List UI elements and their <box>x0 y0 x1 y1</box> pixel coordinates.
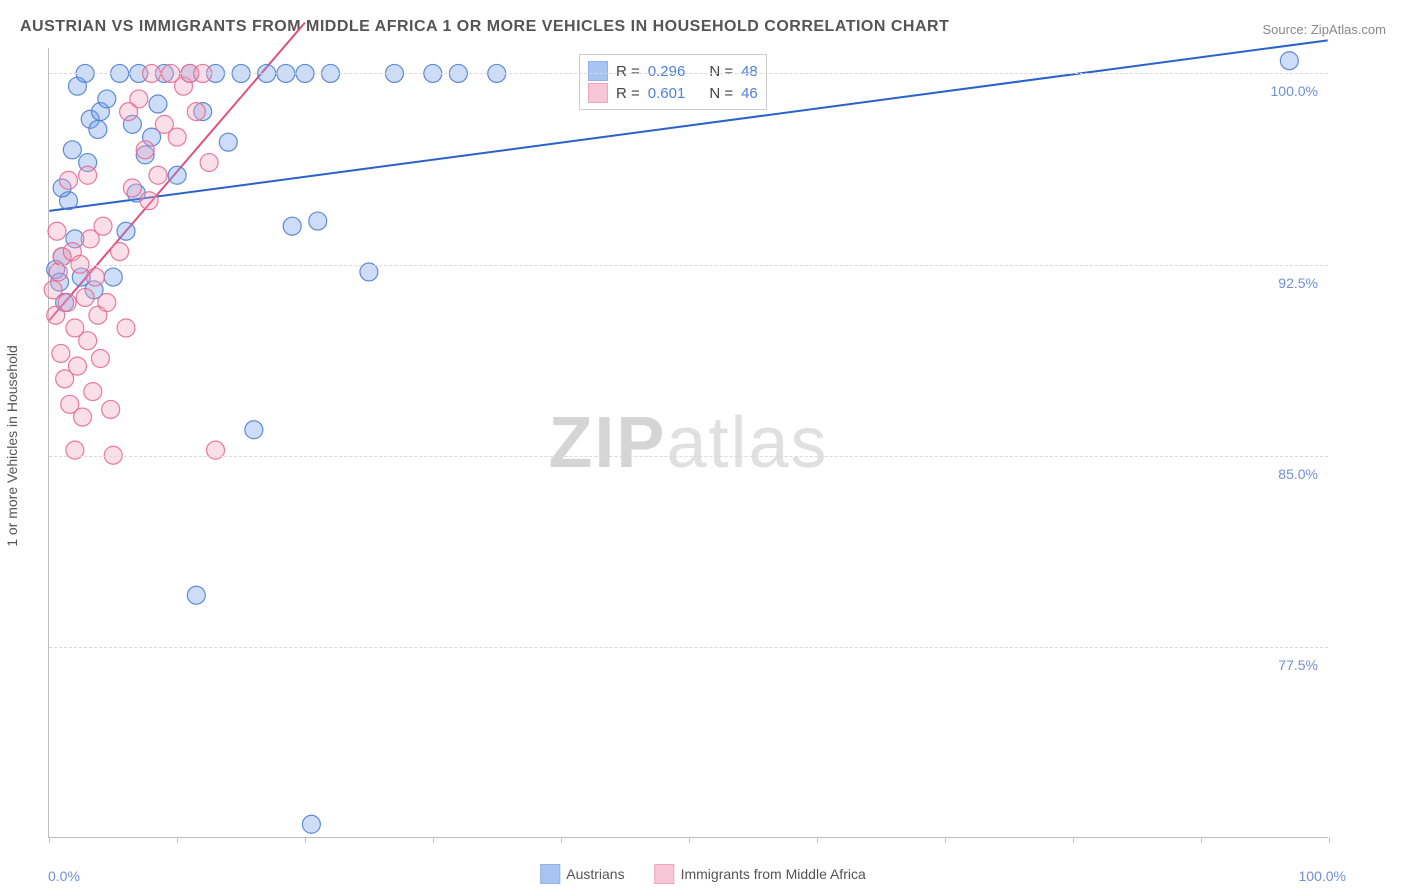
x-tick <box>1329 837 1330 843</box>
n-value: 46 <box>741 85 758 102</box>
swatch-icon <box>588 83 608 103</box>
bottom-legend: Austrians Immigrants from Middle Africa <box>540 864 866 884</box>
marker-austrians <box>89 120 107 138</box>
legend-item-middle-africa: Immigrants from Middle Africa <box>655 864 866 884</box>
marker-austrians <box>98 90 116 108</box>
marker-middle_africa <box>79 166 97 184</box>
x-tick <box>1073 837 1074 843</box>
marker-middle_africa <box>123 179 141 197</box>
marker-austrians <box>360 263 378 281</box>
x-tick <box>1201 837 1202 843</box>
chart-container: AUSTRIAN VS IMMIGRANTS FROM MIDDLE AFRIC… <box>0 0 1406 892</box>
marker-austrians <box>168 166 186 184</box>
marker-middle_africa <box>168 128 186 146</box>
legend-label-middle-africa: Immigrants from Middle Africa <box>681 866 866 882</box>
y-tick-label: 77.5% <box>1278 657 1318 673</box>
n-value: 48 <box>741 63 758 80</box>
marker-austrians <box>309 212 327 230</box>
swatch-austrians <box>540 864 560 884</box>
marker-middle_africa <box>117 319 135 337</box>
legend-item-austrians: Austrians <box>540 864 624 884</box>
y-axis-label: 1 or more Vehicles in Household <box>4 345 20 547</box>
marker-middle_africa <box>59 171 77 189</box>
y-tick-label: 100.0% <box>1271 83 1318 99</box>
marker-middle_africa <box>120 103 138 121</box>
legend-stats-box: R = 0.296 N = 48 R = 0.601 N = 46 <box>579 54 767 110</box>
marker-middle_africa <box>111 243 129 261</box>
source-link[interactable]: ZipAtlas.com <box>1311 22 1386 37</box>
gridline <box>49 647 1328 648</box>
x-axis-min-label: 0.0% <box>48 868 80 884</box>
n-label: N = <box>709 85 733 102</box>
marker-middle_africa <box>187 103 205 121</box>
marker-austrians <box>1280 52 1298 70</box>
swatch-middle-africa <box>655 864 675 884</box>
marker-austrians <box>219 133 237 151</box>
marker-austrians <box>104 268 122 286</box>
marker-austrians <box>149 95 167 113</box>
legend-stats-row: R = 0.296 N = 48 <box>588 61 758 81</box>
r-value: 0.296 <box>648 63 686 80</box>
marker-middle_africa <box>79 332 97 350</box>
x-tick <box>561 837 562 843</box>
marker-middle_africa <box>102 400 120 418</box>
marker-middle_africa <box>58 294 76 312</box>
legend-stats-row: R = 0.601 N = 46 <box>588 83 758 103</box>
x-tick <box>49 837 50 843</box>
marker-austrians <box>283 217 301 235</box>
plot-area: ZIPatlas R =0.296N =48R =0.601N =46 100.… <box>48 48 1328 838</box>
marker-middle_africa <box>94 217 112 235</box>
marker-middle_africa <box>68 357 86 375</box>
x-tick <box>945 837 946 843</box>
marker-austrians <box>245 421 263 439</box>
marker-middle_africa <box>76 288 94 306</box>
marker-austrians <box>187 586 205 604</box>
x-tick <box>177 837 178 843</box>
r-label: R = <box>616 63 640 80</box>
marker-austrians <box>63 141 81 159</box>
marker-middle_africa <box>140 192 158 210</box>
chart-title: AUSTRIAN VS IMMIGRANTS FROM MIDDLE AFRIC… <box>20 18 949 36</box>
r-value: 0.601 <box>648 85 686 102</box>
y-tick-label: 92.5% <box>1278 275 1318 291</box>
marker-middle_africa <box>48 222 66 240</box>
x-axis-max-label: 100.0% <box>1299 868 1346 884</box>
source-prefix: Source: <box>1262 22 1310 37</box>
marker-middle_africa <box>136 141 154 159</box>
marker-austrians <box>117 222 135 240</box>
x-tick <box>689 837 690 843</box>
x-tick <box>305 837 306 843</box>
y-tick-label: 85.0% <box>1278 466 1318 482</box>
marker-middle_africa <box>52 344 70 362</box>
marker-middle_africa <box>84 383 102 401</box>
r-label: R = <box>616 85 640 102</box>
source-attribution: Source: ZipAtlas.com <box>1262 22 1386 37</box>
gridline <box>49 73 1328 74</box>
marker-middle_africa <box>86 268 104 286</box>
n-label: N = <box>709 63 733 80</box>
marker-austrians <box>302 815 320 833</box>
marker-middle_africa <box>98 294 116 312</box>
marker-middle_africa <box>200 154 218 172</box>
marker-middle_africa <box>44 281 62 299</box>
marker-middle_africa <box>149 166 167 184</box>
legend-label-austrians: Austrians <box>566 866 624 882</box>
gridline <box>49 456 1328 457</box>
gridline <box>49 265 1328 266</box>
marker-middle_africa <box>74 408 92 426</box>
x-tick <box>817 837 818 843</box>
scatter-svg <box>49 48 1328 837</box>
x-tick <box>433 837 434 843</box>
marker-middle_africa <box>91 350 109 368</box>
swatch-icon <box>588 61 608 81</box>
